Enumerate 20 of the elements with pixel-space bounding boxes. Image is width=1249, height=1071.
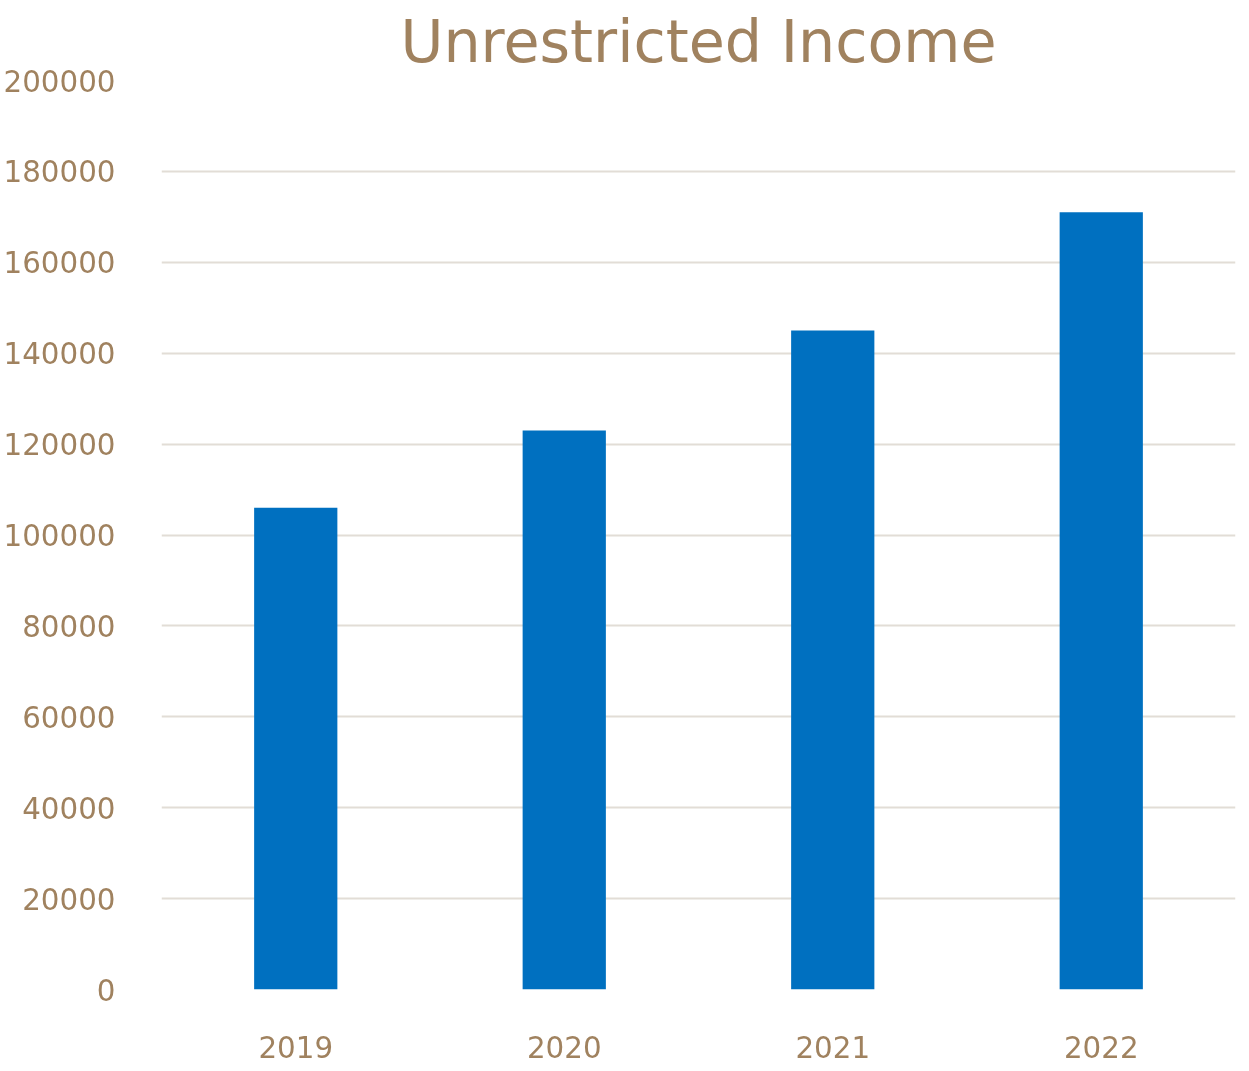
y-tick-label: 80000 (22, 609, 116, 644)
y-tick-label: 40000 (22, 791, 116, 826)
y-tick-label: 120000 (3, 428, 116, 463)
y-tick-label: 100000 (3, 519, 116, 553)
y-tick-label: 200000 (3, 64, 116, 99)
bar (791, 330, 875, 990)
x-tick-label: 2022 (1063, 1030, 1139, 1065)
bar (254, 507, 338, 990)
x-tick-label: 2020 (526, 1030, 602, 1065)
y-tick-label: 20000 (22, 882, 116, 917)
y-tick-label: 140000 (3, 337, 116, 372)
y-tick-label: 60000 (22, 700, 116, 735)
x-tick-label: 2021 (795, 1030, 871, 1065)
y-tick-label: 160000 (3, 246, 116, 281)
bar (1059, 212, 1143, 990)
y-tick-label: 0 (96, 973, 116, 1008)
chart-title: Unrestricted Income (400, 7, 997, 76)
y-tick-label: 180000 (3, 155, 116, 190)
bar (522, 430, 606, 990)
x-tick-label: 2019 (258, 1030, 334, 1065)
